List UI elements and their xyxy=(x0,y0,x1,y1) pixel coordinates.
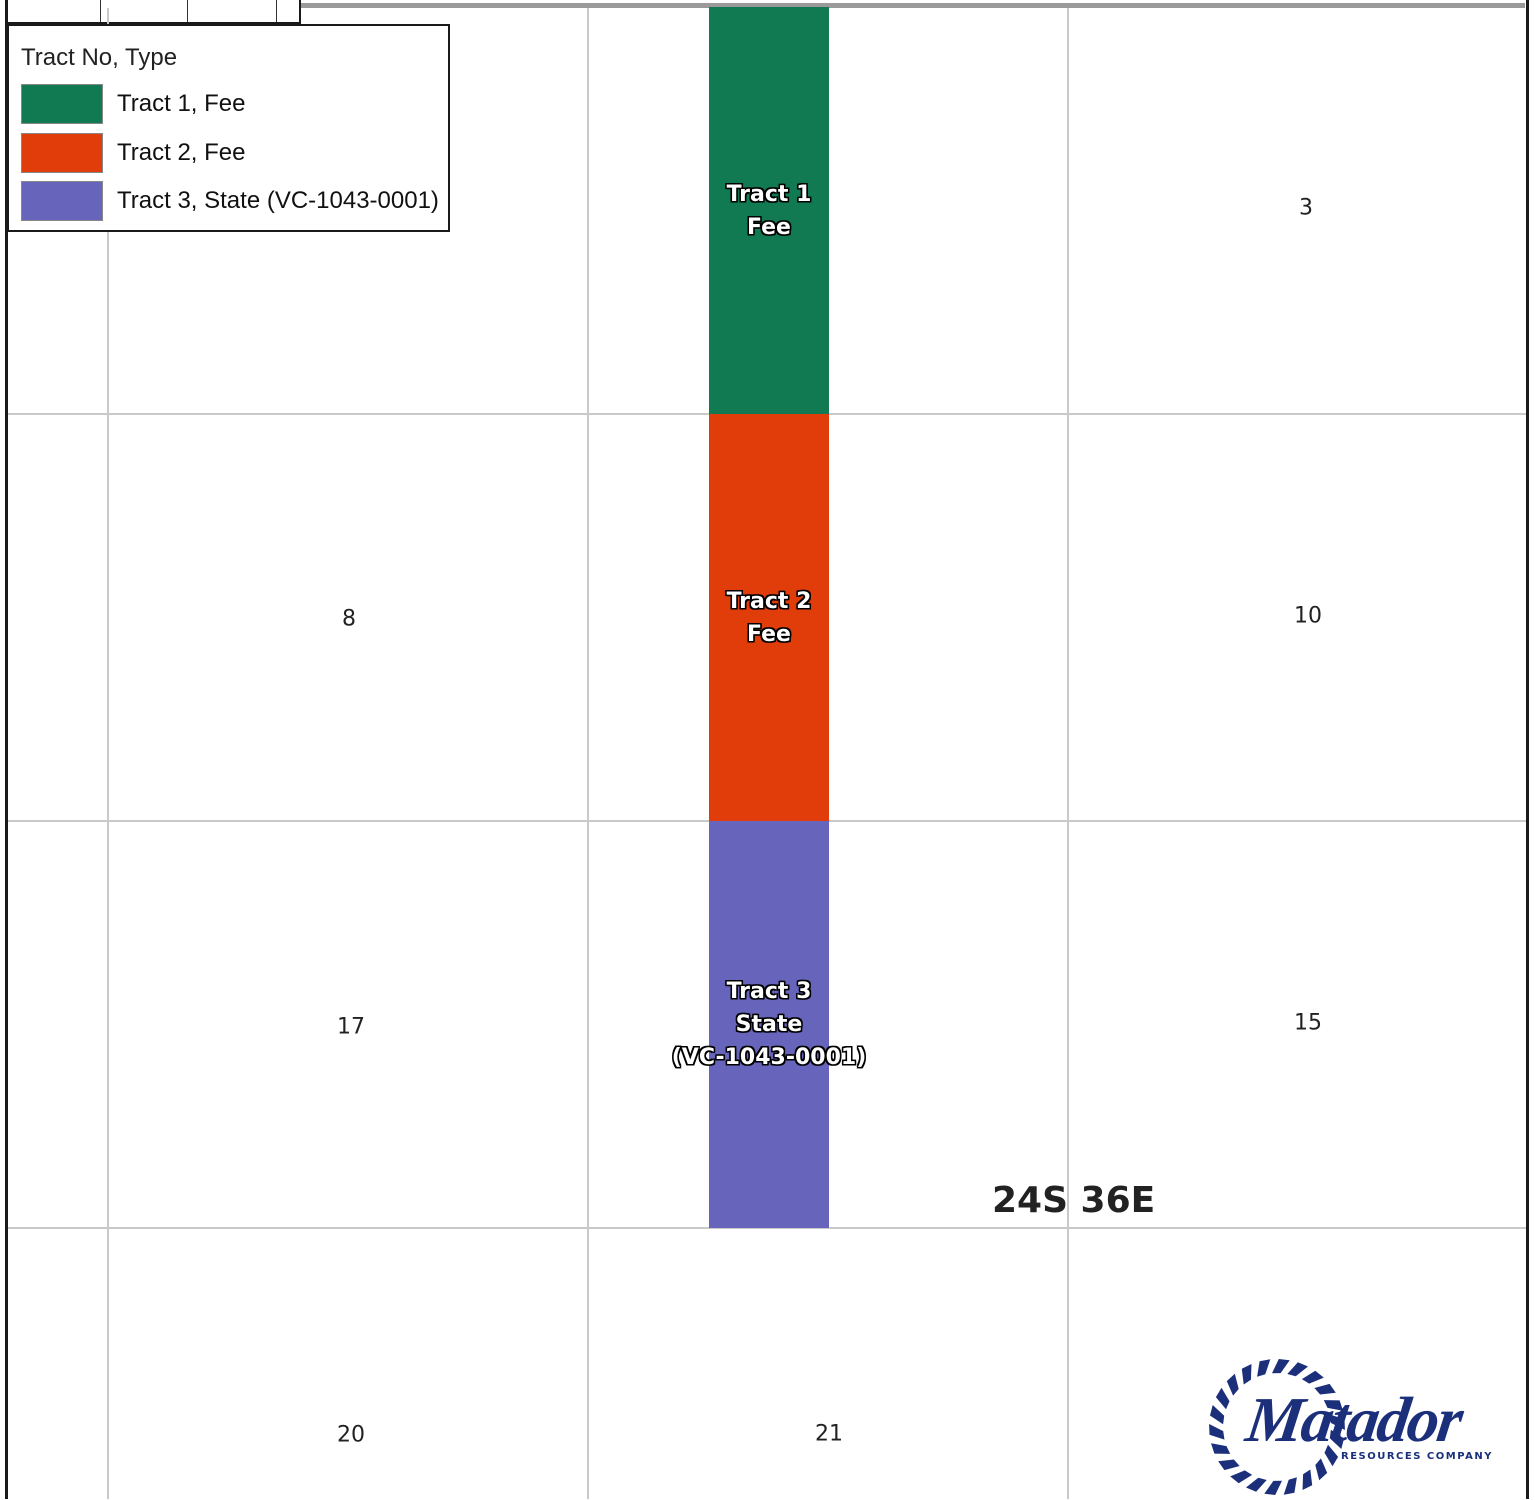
gear-tooth xyxy=(1283,1477,1297,1495)
tract-1-label-line-2: Fee xyxy=(747,214,791,240)
tract-1-label-line-1: Tract 1 xyxy=(726,181,812,207)
gear-tooth xyxy=(1315,1458,1328,1481)
legend-swatch-tract-1 xyxy=(21,84,103,124)
gear-tooth xyxy=(1226,1373,1239,1396)
gear-tooth xyxy=(1329,1429,1344,1449)
legend-label-tract-1: Tract 1, Fee xyxy=(117,90,246,117)
section-number-10: 10 xyxy=(1294,603,1322,629)
gear-tooth xyxy=(1264,1480,1282,1495)
inset-map-frame-bottom xyxy=(7,22,301,24)
section-number-8: 8 xyxy=(342,606,356,632)
gear-tooth xyxy=(1246,1477,1267,1492)
tract-3-area[interactable]: Tract 3 State (VC-1043-0001) xyxy=(672,821,866,1228)
section-line-horizontal xyxy=(8,1227,1526,1229)
gear-tooth xyxy=(1218,1459,1240,1471)
section-number-15: 15 xyxy=(1294,1010,1322,1036)
gear-tooth xyxy=(1209,1424,1225,1440)
map-legend: Tract No, Type Tract 1, Fee Tract 2, Fee… xyxy=(7,24,450,232)
left-border xyxy=(5,0,8,1499)
gear-tooth xyxy=(1241,1364,1252,1385)
gear-tooth xyxy=(1257,1359,1271,1377)
section-number-21: 21 xyxy=(815,1421,843,1447)
section-number-17: 17 xyxy=(337,1014,365,1040)
inset-map-line xyxy=(276,0,277,22)
gear-tooth xyxy=(1302,1469,1313,1490)
legend-item-tract-3: Tract 3, State (VC-1043-0001) xyxy=(21,181,439,221)
inset-map-line xyxy=(100,0,101,22)
tract-2-area[interactable]: Tract 2 Fee xyxy=(709,414,829,821)
legend-item-tract-2: Tract 2, Fee xyxy=(21,133,245,173)
legend-swatch-tract-2 xyxy=(21,133,103,173)
gear-tooth xyxy=(1324,1444,1339,1467)
tract-1-area[interactable]: Tract 1 Fee xyxy=(709,7,829,414)
right-border xyxy=(1526,0,1529,1499)
legend-swatch-tract-3 xyxy=(21,181,103,221)
inset-map-line xyxy=(187,0,188,22)
inset-map-frame-right xyxy=(299,0,301,24)
tract-3-label-line-3: (VC-1043-0001) xyxy=(671,1045,867,1070)
legend-title: Tract No, Type xyxy=(21,44,178,71)
section-number-20: 20 xyxy=(337,1422,365,1448)
tract-2-label-line-1: Tract 2 xyxy=(726,588,812,614)
tract-3-label-line-2: State xyxy=(735,1012,803,1037)
township-range-label: 24S 36E xyxy=(992,1180,1156,1221)
logo-wordmark: Matador xyxy=(1242,1384,1466,1455)
tract-3-label-line-1: Tract 3 xyxy=(726,979,812,1004)
gear-tooth xyxy=(1211,1443,1231,1454)
gear-tooth xyxy=(1287,1362,1308,1377)
gear-tooth xyxy=(1314,1383,1336,1395)
legend-item-tract-1: Tract 1, Fee xyxy=(21,84,245,124)
matador-logo: Matador RESOURCES COMPANY xyxy=(1205,1355,1525,1500)
gear-tooth xyxy=(1301,1370,1324,1384)
section-line-vertical xyxy=(587,8,589,1499)
tract-2-label-line-2: Fee xyxy=(747,621,791,647)
legend-label-tract-2: Tract 2, Fee xyxy=(117,139,246,166)
gear-tooth xyxy=(1329,1414,1345,1430)
section-number-3: 3 xyxy=(1299,195,1313,221)
top-boundary-line xyxy=(301,3,1525,8)
legend-label-tract-3: Tract 3, State (VC-1043-0001) xyxy=(117,187,439,214)
gear-tooth xyxy=(1323,1400,1343,1411)
gear-tooth xyxy=(1272,1359,1290,1374)
section-line-vertical xyxy=(107,8,109,1499)
gear-ring-icon xyxy=(1209,1359,1345,1495)
gear-tooth xyxy=(1210,1405,1225,1425)
gear-tooth xyxy=(1230,1470,1253,1484)
section-line-vertical xyxy=(1067,8,1069,1499)
gear-tooth xyxy=(1215,1387,1230,1410)
logo-subtitle: RESOURCES COMPANY xyxy=(1341,1451,1493,1462)
